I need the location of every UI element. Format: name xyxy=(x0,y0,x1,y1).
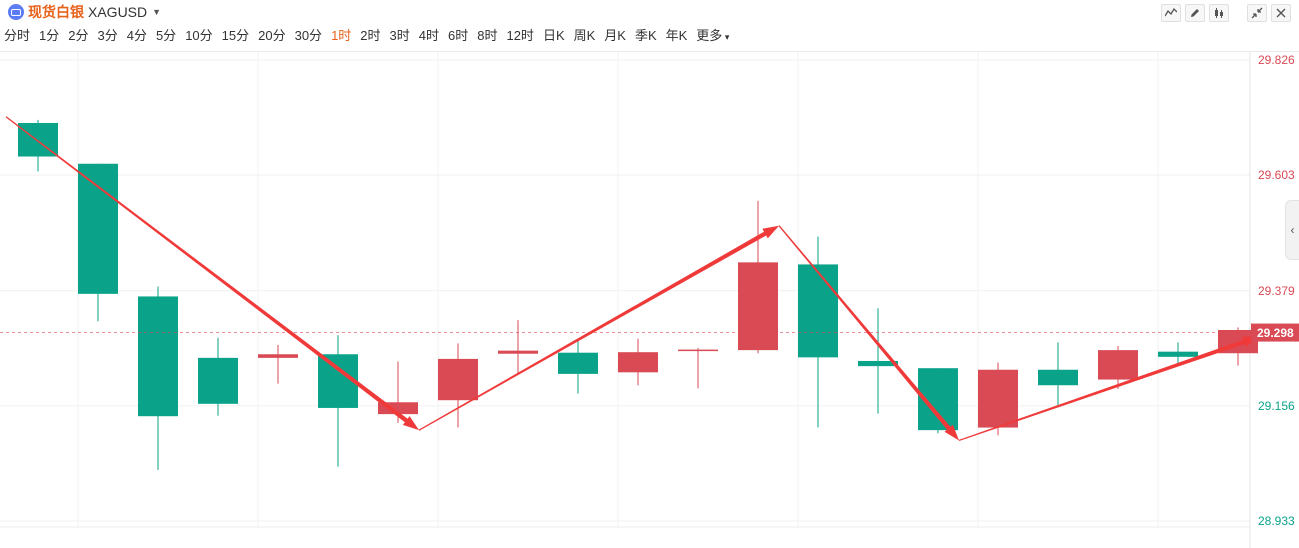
period-tab-8[interactable]: 20分 xyxy=(258,28,286,43)
y-tick-label-3: 29.156 xyxy=(1258,399,1295,413)
candle-body-9 xyxy=(558,352,598,374)
symbol-selector[interactable]: 现货白银 XAGUSD ▼ xyxy=(8,2,161,22)
period-tab-20[interactable]: 季K xyxy=(634,28,657,43)
period-tab-3[interactable]: 3分 xyxy=(97,28,118,43)
candle-body-4 xyxy=(258,354,298,358)
period-tab-12[interactable]: 3时 xyxy=(389,28,410,43)
period-tab-10[interactable]: 1时 xyxy=(331,28,352,43)
chevron-left-icon: ‹ xyxy=(1290,223,1295,237)
candle-body-18 xyxy=(1098,350,1138,380)
y-tick-label-4: 28.933 xyxy=(1258,514,1295,528)
period-tab-21[interactable]: 年K xyxy=(665,28,688,43)
period-tab-11[interactable]: 2时 xyxy=(360,28,381,43)
trend-arrow-1 xyxy=(418,225,779,431)
close-icon[interactable] xyxy=(1271,4,1291,22)
period-tab-14[interactable]: 6时 xyxy=(448,28,469,43)
period-tab-18[interactable]: 周K xyxy=(573,28,596,43)
period-tab-6[interactable]: 10分 xyxy=(185,28,213,43)
candle-body-13 xyxy=(798,264,838,358)
toolbar xyxy=(1161,4,1291,22)
y-tick-label-2: 29.379 xyxy=(1258,284,1295,298)
chart-header: 现货白银 XAGUSD ▼ xyxy=(0,0,1299,24)
period-tab-16[interactable]: 12时 xyxy=(506,28,534,43)
period-tab-7[interactable]: 15分 xyxy=(221,28,250,43)
candle-body-10 xyxy=(618,352,658,373)
y-tick-label-0: 29.826 xyxy=(1258,53,1295,67)
collapse-icon[interactable] xyxy=(1247,4,1267,22)
period-tab-1[interactable]: 1分 xyxy=(39,28,60,43)
chevron-down-icon: ▼ xyxy=(152,7,162,17)
symbol-name: 现货白银 xyxy=(28,4,84,20)
candle-style-icon[interactable] xyxy=(1209,4,1229,22)
silver-logo-icon xyxy=(8,4,24,20)
divider xyxy=(0,51,1299,52)
candle-body-3 xyxy=(198,357,238,404)
period-tab-4[interactable]: 4分 xyxy=(126,28,147,43)
period-selector: 分时 1分 2分 3分 4分 5分 10分 15分 20分 30分 1时 2时 3时 4时 6时 8时 12时日… xyxy=(0,27,734,45)
y-tick-label-1: 29.603 xyxy=(1258,168,1295,182)
period-tab-22[interactable]: 更多 xyxy=(692,27,734,45)
candle-body-14 xyxy=(858,360,898,367)
candle-body-11 xyxy=(678,349,718,352)
period-tab-2[interactable]: 2分 xyxy=(68,28,89,43)
trend-arrow-0 xyxy=(5,116,419,431)
candle-body-19 xyxy=(1158,351,1198,357)
candle-body-2 xyxy=(138,296,178,417)
indicator-icon[interactable] xyxy=(1161,4,1181,22)
current-price-badge xyxy=(1251,323,1299,342)
candle-body-7 xyxy=(438,358,478,401)
candle-body-6 xyxy=(378,402,418,415)
trend-arrow-2 xyxy=(778,225,959,441)
period-tab-0[interactable]: 分时 xyxy=(4,28,31,43)
trend-arrow-3 xyxy=(958,336,1259,441)
period-tab-19[interactable]: 月K xyxy=(604,28,626,43)
period-tab-17[interactable]: 日K xyxy=(542,28,565,43)
period-tab-9[interactable]: 30分 xyxy=(294,28,323,43)
candle-body-8 xyxy=(498,350,538,354)
draw-icon[interactable] xyxy=(1185,4,1205,22)
period-tab-15[interactable]: 8时 xyxy=(477,28,498,43)
candle-body-12 xyxy=(738,262,778,351)
candle-body-16 xyxy=(978,369,1018,428)
symbol-code: XAGUSD xyxy=(88,4,148,20)
period-tab-13[interactable]: 4时 xyxy=(418,28,439,43)
current-price-label: 29.298 xyxy=(1257,326,1294,340)
candle-body-17 xyxy=(1038,369,1078,386)
period-tab-5[interactable]: 5分 xyxy=(155,28,177,43)
side-panel-toggle[interactable]: ‹ xyxy=(1285,200,1299,260)
candle-body-1 xyxy=(78,163,118,294)
